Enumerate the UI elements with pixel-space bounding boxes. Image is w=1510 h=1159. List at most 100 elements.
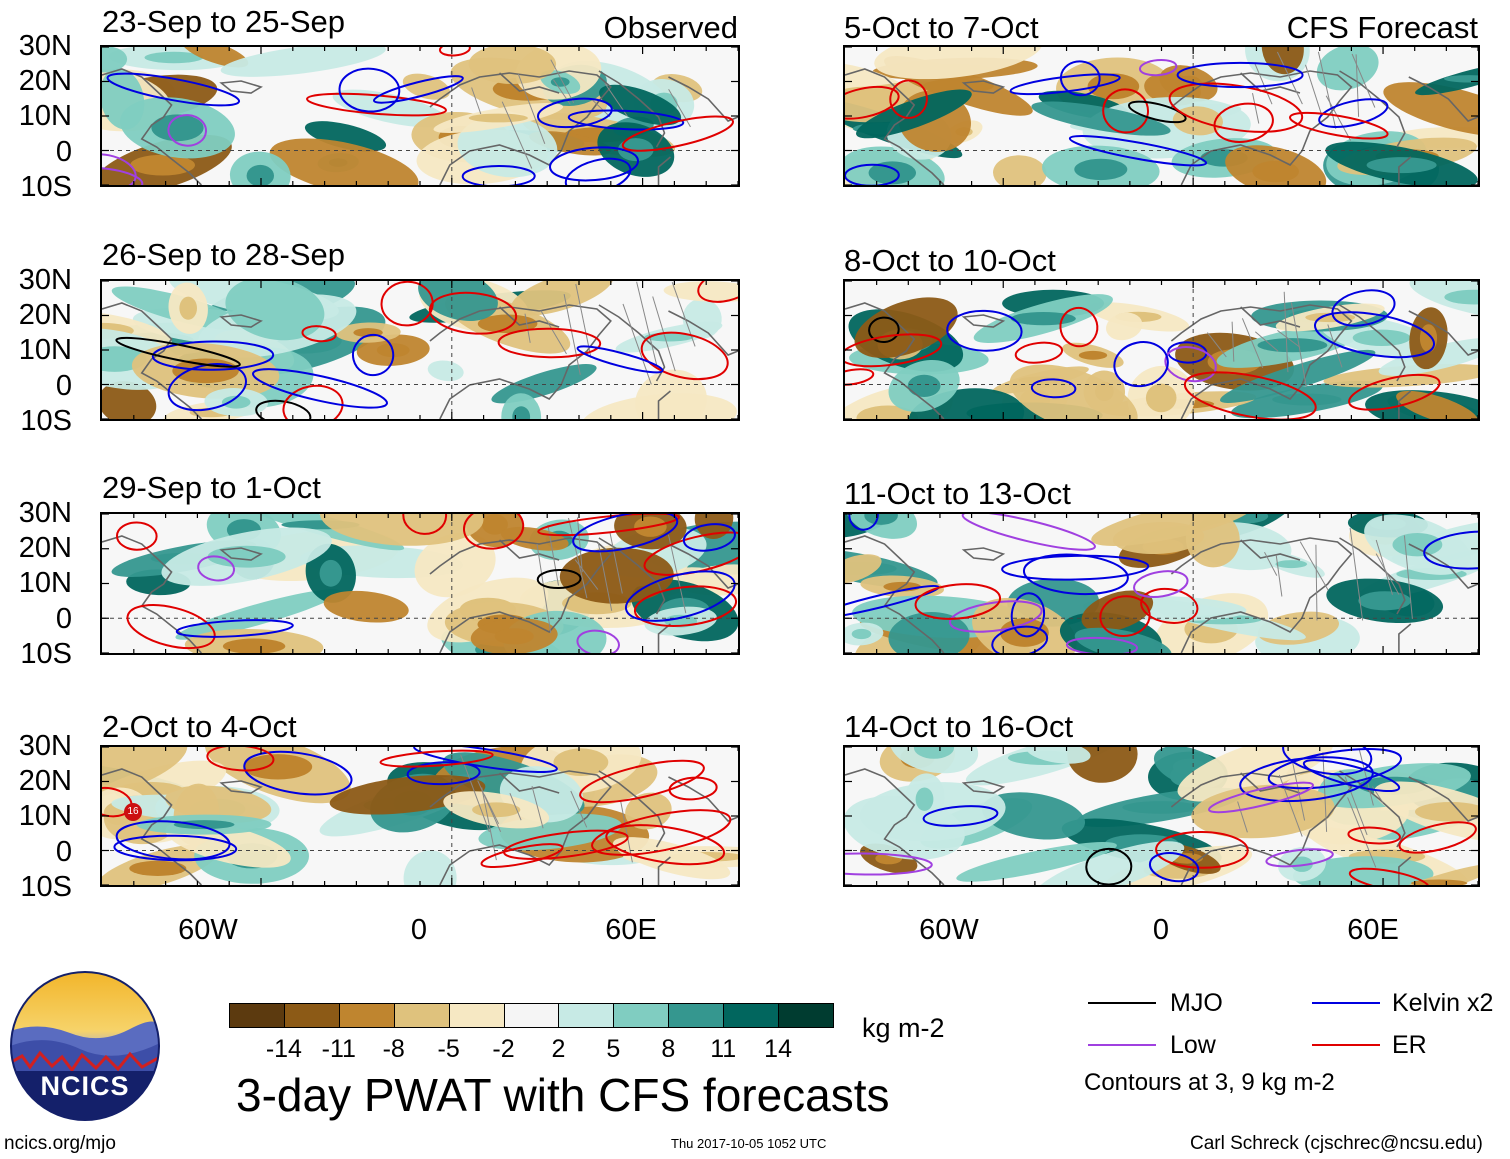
legend-label-mjo: MJO <box>1170 989 1223 1017</box>
lon-label: 60E <box>1347 914 1399 946</box>
lat-label: 20N <box>18 65 72 97</box>
coastline <box>1408 310 1478 356</box>
coastline <box>961 80 1006 94</box>
panel-title-forecast-1: 5-Oct to 7-Oct <box>844 10 1039 45</box>
contour-er <box>1059 306 1099 348</box>
lat-label: 10N <box>18 567 72 599</box>
contour-mjo <box>115 336 241 368</box>
anomaly-fill-core <box>151 114 204 142</box>
footer-timestamp: Thu 2017-10-05 1052 UTC <box>671 1136 827 1151</box>
contour-er <box>640 331 729 381</box>
contour-er <box>1155 830 1249 869</box>
country-border <box>477 780 502 833</box>
coastline <box>1240 72 1301 94</box>
country-border <box>1277 329 1301 348</box>
colorbar-swatch <box>668 1003 725 1028</box>
contour-er <box>1102 88 1149 134</box>
coastline <box>1398 390 1412 419</box>
contour-low <box>576 629 620 653</box>
country-border <box>568 517 588 599</box>
contour-kel <box>991 625 1049 653</box>
contour-kel <box>106 72 241 107</box>
map-panel-observed-1 <box>100 45 740 187</box>
map-svg <box>845 514 1478 653</box>
anomaly-fill-core <box>1415 802 1478 822</box>
lat-label: 10S <box>20 171 72 203</box>
anomaly-fill-core <box>129 860 187 876</box>
coastline <box>1339 537 1406 615</box>
ncics-logo: NCICS <box>10 971 160 1121</box>
country-border <box>1322 752 1328 832</box>
coastline <box>668 776 738 822</box>
anomaly-fill-core <box>550 77 570 87</box>
anomaly-fill <box>1031 101 1171 136</box>
colorbar-swatch <box>558 1003 615 1028</box>
country-border <box>1231 321 1235 362</box>
country-border <box>509 793 522 821</box>
country-border <box>609 532 623 594</box>
anomaly-fill <box>694 514 734 540</box>
contour-low <box>1133 570 1189 598</box>
coastline <box>845 768 945 885</box>
contour-kel <box>1282 747 1373 776</box>
anomaly-fill <box>323 590 409 623</box>
colorbar: -14 -11 -8 -5 -2 2 5 8 11 14 <box>229 1003 834 1062</box>
contour-kel <box>564 157 632 185</box>
country-border <box>1252 92 1260 124</box>
contour-er <box>1347 826 1401 845</box>
country-border <box>575 283 592 358</box>
anomaly-fill <box>332 89 448 128</box>
legend-label-low: Low <box>1170 1031 1216 1059</box>
anomaly-fill-core <box>1122 801 1199 814</box>
anomaly-fill-core <box>1252 160 1299 183</box>
anomaly-fill <box>181 47 249 68</box>
coastline <box>102 68 202 185</box>
coastline <box>657 156 671 185</box>
coastline <box>657 390 671 419</box>
contour-kel <box>922 805 999 827</box>
anomaly-fill <box>319 514 484 546</box>
coastline <box>1408 76 1478 122</box>
coastline <box>961 314 1006 328</box>
country-border <box>1327 324 1343 368</box>
contour-kel <box>373 75 464 104</box>
anomaly-fill <box>102 68 145 130</box>
anomaly-fill-core <box>913 747 955 759</box>
contour-er <box>1168 82 1304 133</box>
country-border <box>517 73 546 144</box>
contour-er <box>1289 111 1389 140</box>
contour-kel <box>1302 759 1401 793</box>
storm-marker: 16 <box>124 803 142 821</box>
country-border <box>570 790 588 828</box>
anomaly-fill-core <box>1419 324 1438 353</box>
anomaly-fill-core <box>477 314 538 334</box>
coastline <box>1339 70 1406 148</box>
contour-kel <box>1423 530 1478 570</box>
anomaly-fill <box>402 73 450 100</box>
contour-er <box>379 749 494 768</box>
anomaly-fill-core <box>915 787 934 811</box>
contour-mjo <box>1085 847 1133 885</box>
lat-label: 20N <box>18 532 72 564</box>
coastline <box>845 535 945 653</box>
contour-kel <box>1176 61 1304 89</box>
panel-title-observed-3: 29-Sep to 1-Oct <box>102 470 321 505</box>
lat-label: 10S <box>20 871 72 903</box>
country-border <box>1291 761 1306 821</box>
lat-label: 0 <box>55 370 72 402</box>
anomaly-fill-core <box>172 358 239 384</box>
contour-kel <box>1113 341 1169 388</box>
contour-kel <box>682 523 736 552</box>
country-border <box>550 59 575 104</box>
coastline <box>1170 70 1353 185</box>
country-border <box>1403 535 1413 619</box>
anomaly-fill <box>1177 747 1334 802</box>
anomaly-fill <box>1074 627 1172 653</box>
anomaly-fill <box>225 281 325 341</box>
country-border <box>1315 544 1318 621</box>
country-border <box>620 801 633 863</box>
contour-kel <box>1009 73 1121 96</box>
footer-url[interactable]: ncics.org/mjo <box>4 1133 116 1154</box>
anomaly-fill-core <box>1078 350 1108 360</box>
lon-label: 0 <box>1152 914 1170 946</box>
